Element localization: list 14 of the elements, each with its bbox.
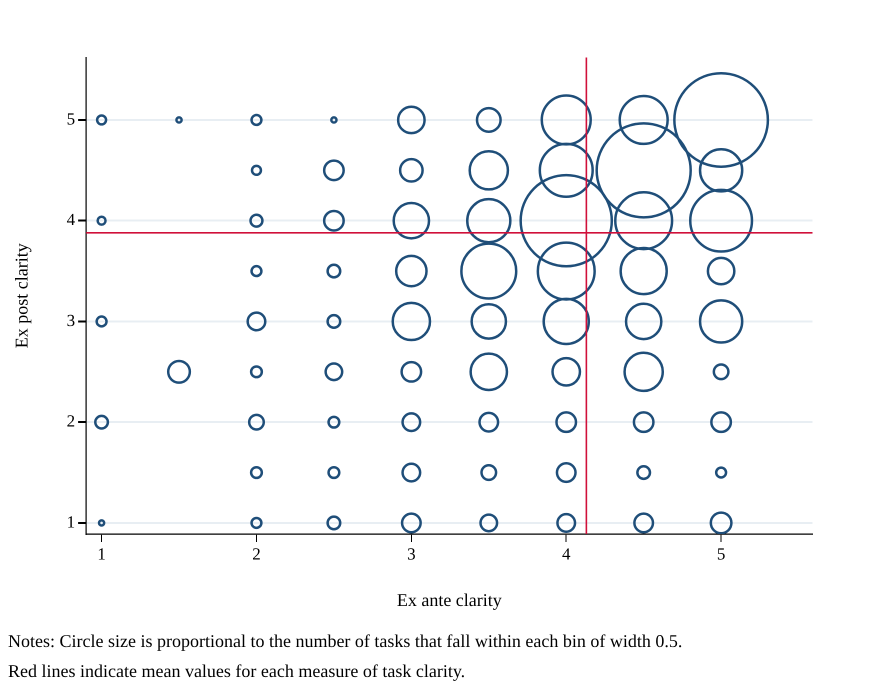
y-axis-title: Ex post clarity [12,243,32,348]
text: Red lines indicate mean values for each measure of task clarity. [8,660,466,683]
x-tick-label: 2 [252,544,261,564]
x-tick-label: 3 [407,544,416,564]
y-tick-label: 4 [66,210,76,230]
x-tick-label: 4 [562,544,571,564]
y-tick-label: 5 [66,109,76,128]
y-tick-label: 3 [66,310,76,330]
y-tick-label: 2 [66,412,76,431]
x-tick-label: 1 [97,544,106,564]
text: Notes: Circle size is proportional to the number of tasks that fall within each bin of width 0.5. [8,630,684,653]
x-tick-label: 5 [716,544,726,564]
y-tick-label: 1 [66,512,76,532]
x-axis-title: Ex ante clarity [396,590,502,610]
